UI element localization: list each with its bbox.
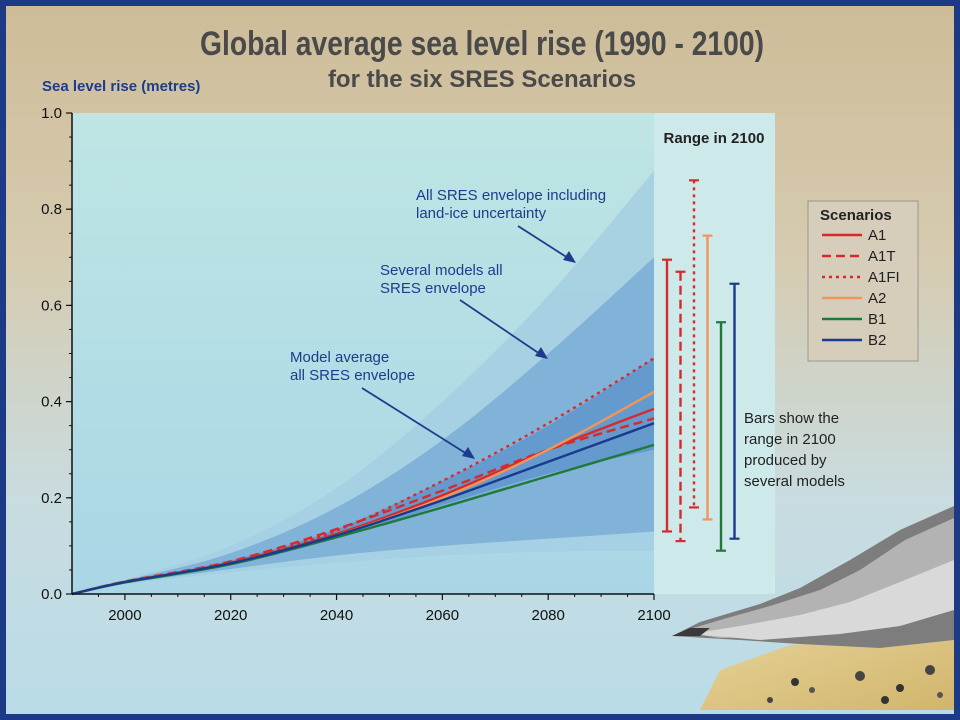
legend-box <box>807 200 919 362</box>
x-tick-label-2060: 2060 <box>426 607 459 624</box>
y-tick-label-0.8: 0.8 <box>41 201 62 218</box>
annotation-several-line2: SRES envelope <box>380 280 486 297</box>
range-panel <box>654 113 775 594</box>
annotation-all-envelope-arrow <box>517 225 569 259</box>
range-bars <box>662 179 740 552</box>
x-tick-label-2040: 2040 <box>320 607 353 624</box>
envelope-several-models <box>72 257 654 594</box>
chart-subtitle: for the six SRES Scenarios <box>328 66 636 93</box>
legend: Scenarios A1 A1T A1FI A2 B1 B2 <box>807 200 919 362</box>
series-line-a1fi <box>71 357 655 596</box>
legend-label-a1fi: A1FI <box>868 269 900 286</box>
legend-label-b2: B2 <box>868 332 886 349</box>
annotation-all-envelope-arrowhead <box>563 251 576 263</box>
x-ticks: 2000 2020 2040 2060 2080 2100 <box>97 594 671 624</box>
y-tick-label-1.0: 1.0 <box>41 105 62 122</box>
legend-items: A1 A1T A1FI A2 B1 B2 <box>822 227 900 349</box>
annotations: All SRES envelope including land-ice unc… <box>290 187 606 459</box>
series-line-b2 <box>71 422 655 596</box>
x-tick-label-2100: 2100 <box>637 607 670 624</box>
annotation-average-arrow <box>361 387 468 455</box>
annotation-all-envelope-line1: All SRES envelope including <box>416 187 606 204</box>
bars-note-line-2: range in 2100 <box>744 431 836 448</box>
y-tick-label-0.2: 0.2 <box>41 490 62 507</box>
legend-label-a1t: A1T <box>868 248 896 265</box>
chart-title: Global average sea level rise (1990 - 21… <box>200 25 764 63</box>
annotation-average-arrowhead <box>462 447 475 459</box>
annotation-average-line2: all SRES envelope <box>290 367 415 384</box>
y-ticks: 0.0 0.2 0.4 0.6 0.8 1.0 <box>41 105 72 603</box>
bars-note-line-1: Bars show the <box>744 410 839 427</box>
envelope-model-average <box>72 358 654 594</box>
annotation-several-line1: Several models all <box>380 262 503 279</box>
legend-title: Scenarios <box>820 207 892 224</box>
annotation-several-arrowhead <box>535 347 548 359</box>
y-tick-label-0.6: 0.6 <box>41 297 62 314</box>
legend-label-a2: A2 <box>868 290 886 307</box>
annotation-several-arrow <box>459 299 541 355</box>
y-axis-label: Sea level rise (metres) <box>42 78 200 95</box>
annotation-all-envelope-line2: land-ice uncertainty <box>416 205 547 222</box>
y-tick-label-0.4: 0.4 <box>41 394 62 411</box>
annotation-average-line1: Model average <box>290 349 389 366</box>
x-tick-label-2020: 2020 <box>214 607 247 624</box>
bars-note-line-3: produced by <box>744 452 827 469</box>
y-tick-label-0.0: 0.0 <box>41 586 62 603</box>
bars-note: Bars show the range in 2100 produced by … <box>744 410 845 490</box>
bars-note-line-4: several models <box>744 473 845 490</box>
range-panel-title: Range in 2100 <box>664 130 765 147</box>
series-lines <box>71 357 655 596</box>
coastline-illustration <box>672 506 954 710</box>
legend-label-a1: A1 <box>868 227 886 244</box>
legend-label-b1: B1 <box>868 311 886 328</box>
x-tick-label-2080: 2080 <box>531 607 564 624</box>
x-tick-label-2000: 2000 <box>108 607 141 624</box>
